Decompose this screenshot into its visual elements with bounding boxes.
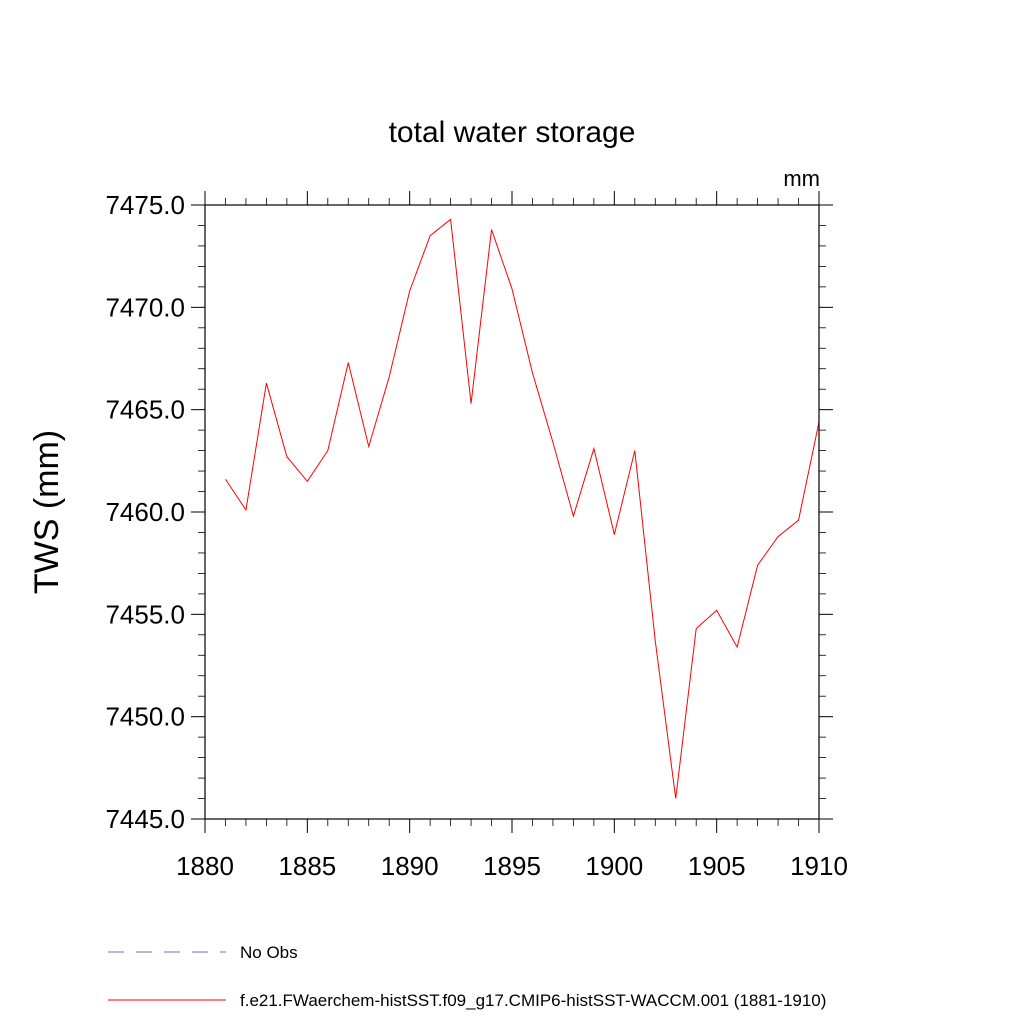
x-tick-label: 1910	[790, 851, 848, 881]
x-tick-label: 1890	[381, 851, 439, 881]
y-tick-label: 7465.0	[105, 395, 185, 425]
y-tick-label: 7455.0	[105, 599, 185, 629]
x-tick-label: 1900	[585, 851, 643, 881]
plot-frame	[204, 204, 820, 820]
chart-title: total water storage	[389, 116, 636, 149]
legend-label: f.e21.FWaerchem-histSST.f09_g17.CMIP6-hi…	[240, 991, 826, 1010]
y-tick-label: 7475.0	[105, 190, 185, 220]
x-tick-label: 1905	[688, 851, 746, 881]
y-tick-label: 7460.0	[105, 497, 185, 527]
x-tick-label: 1895	[483, 851, 541, 881]
x-tick-label: 1885	[278, 851, 336, 881]
series-line	[225, 218, 820, 799]
legend: No Obs f.e21.FWaerchem-histSST.f09_g17.CM…	[108, 943, 826, 1010]
plot-area	[225, 218, 820, 799]
units-label: mm	[783, 166, 820, 191]
y-tick-label: 7450.0	[105, 702, 185, 732]
y-axis-label: TWS (mm)	[28, 430, 66, 594]
axis-ticks: 1880 1885 1890 1895 1900 1905 1910 7445.0 7450.0…	[105, 190, 847, 881]
legend-label: No Obs	[240, 943, 298, 962]
x-tick-label: 1880	[176, 851, 234, 881]
y-tick-label: 7470.0	[105, 292, 185, 322]
y-tick-label: 7445.0	[105, 804, 185, 834]
